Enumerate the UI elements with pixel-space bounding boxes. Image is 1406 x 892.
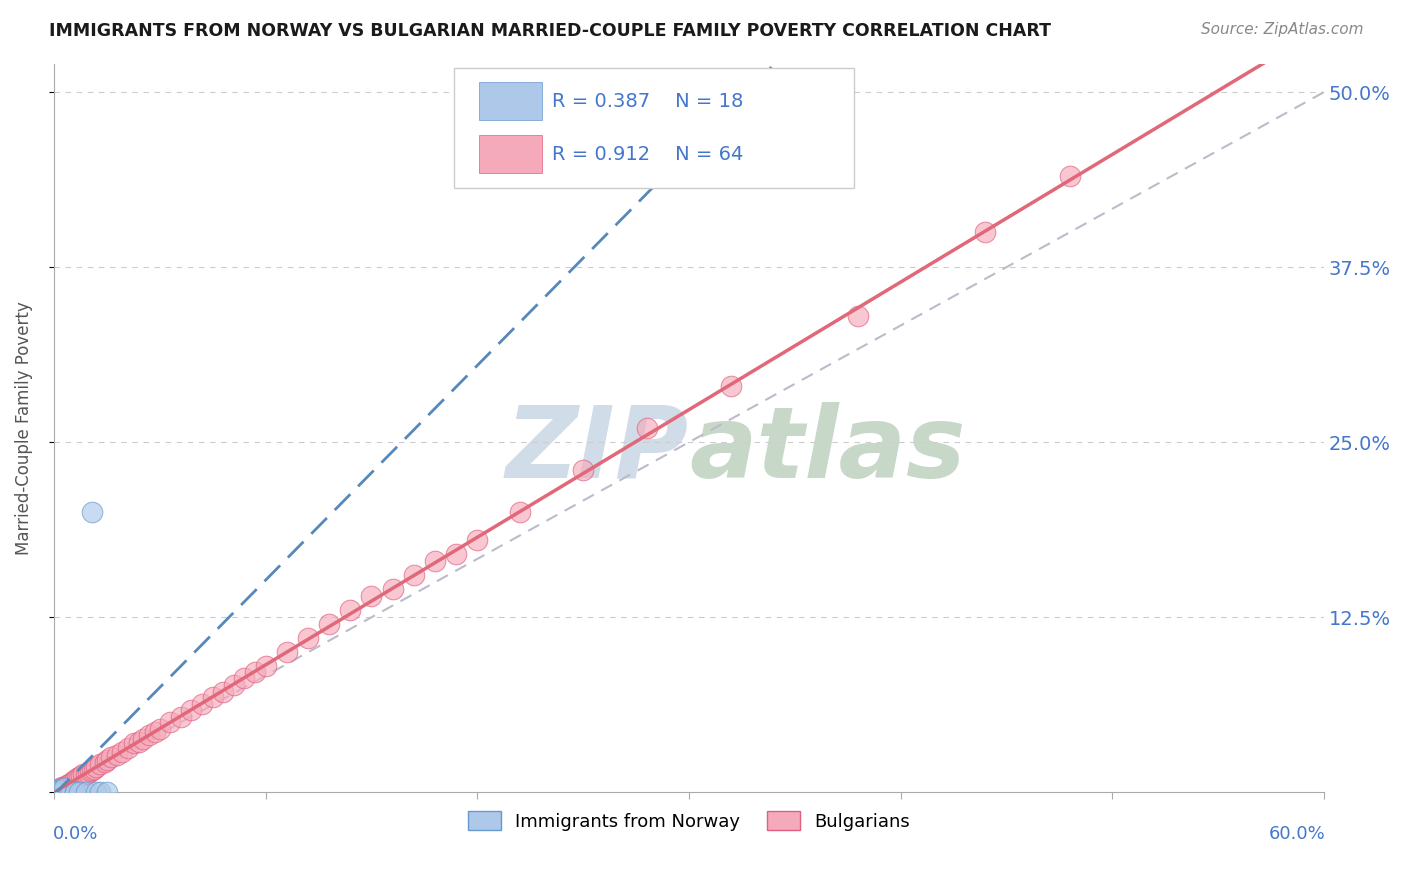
Point xyxy=(96,753,118,767)
Point xyxy=(974,225,997,239)
Point xyxy=(42,785,65,799)
Point xyxy=(212,684,235,698)
Point xyxy=(105,747,128,762)
FancyBboxPatch shape xyxy=(479,136,541,173)
Point xyxy=(201,690,224,705)
Point xyxy=(170,710,193,724)
Point xyxy=(444,547,467,561)
Point xyxy=(83,762,105,776)
Point xyxy=(42,785,65,799)
Point xyxy=(1059,169,1081,183)
Point xyxy=(110,745,132,759)
Point xyxy=(191,697,214,711)
Text: IMMIGRANTS FROM NORWAY VS BULGARIAN MARRIED-COUPLE FAMILY POVERTY CORRELATION CH: IMMIGRANTS FROM NORWAY VS BULGARIAN MARR… xyxy=(49,22,1052,40)
Point xyxy=(318,617,340,632)
Point xyxy=(66,772,89,786)
Point xyxy=(62,774,84,789)
Point xyxy=(72,767,94,781)
Point xyxy=(636,421,658,435)
Point xyxy=(720,379,742,393)
FancyBboxPatch shape xyxy=(479,82,541,120)
Point xyxy=(381,582,404,597)
Point xyxy=(49,781,72,796)
Point xyxy=(96,785,118,799)
Point xyxy=(180,703,202,717)
Point xyxy=(58,785,80,799)
Point xyxy=(846,309,869,323)
Text: atlas: atlas xyxy=(689,401,966,499)
Text: 0.0%: 0.0% xyxy=(52,825,98,843)
Text: ZIP: ZIP xyxy=(506,401,689,499)
Point xyxy=(46,785,69,799)
Point xyxy=(80,763,103,777)
Point xyxy=(63,772,86,787)
Point xyxy=(297,632,319,646)
Point xyxy=(67,770,90,784)
Point xyxy=(76,765,98,780)
Point xyxy=(159,715,181,730)
Point xyxy=(75,767,97,781)
Point xyxy=(80,505,103,519)
Point xyxy=(42,782,65,797)
Point xyxy=(117,740,139,755)
Point xyxy=(42,785,65,799)
Point xyxy=(53,780,76,794)
Text: R = 0.387    N = 18: R = 0.387 N = 18 xyxy=(551,92,744,111)
Point xyxy=(93,755,115,769)
Point xyxy=(42,785,65,799)
Point xyxy=(222,677,245,691)
Text: 60.0%: 60.0% xyxy=(1268,825,1326,843)
Point xyxy=(59,775,82,789)
Point xyxy=(63,785,86,799)
Point xyxy=(100,750,122,764)
Point xyxy=(149,723,172,737)
Point xyxy=(132,732,155,747)
Point xyxy=(42,785,65,799)
Point xyxy=(89,785,111,799)
Point xyxy=(59,782,82,797)
Point xyxy=(53,781,76,796)
Point xyxy=(89,757,111,772)
Point xyxy=(254,659,277,673)
Point xyxy=(42,785,65,799)
Point xyxy=(423,554,446,568)
Point xyxy=(402,568,425,582)
Point xyxy=(145,725,167,739)
Point xyxy=(138,728,160,742)
Point xyxy=(67,785,90,799)
Point xyxy=(55,779,77,793)
Point xyxy=(46,782,69,797)
Point xyxy=(42,785,65,799)
Y-axis label: Married-Couple Family Poverty: Married-Couple Family Poverty xyxy=(15,301,32,555)
Point xyxy=(49,782,72,797)
Point xyxy=(465,533,488,548)
Point xyxy=(276,645,298,659)
Point xyxy=(63,785,86,799)
Point xyxy=(51,780,73,794)
Point xyxy=(128,735,150,749)
Point xyxy=(75,785,97,799)
Point xyxy=(58,777,80,791)
Point xyxy=(84,785,107,799)
Point xyxy=(42,785,65,799)
FancyBboxPatch shape xyxy=(454,68,853,188)
Point xyxy=(339,603,361,617)
Point xyxy=(70,769,93,783)
Text: Source: ZipAtlas.com: Source: ZipAtlas.com xyxy=(1201,22,1364,37)
Point xyxy=(360,590,382,604)
Point xyxy=(42,785,65,799)
Point xyxy=(84,760,107,774)
Point xyxy=(233,671,256,685)
Point xyxy=(572,463,595,477)
Point xyxy=(243,665,266,679)
Point xyxy=(79,764,101,779)
Text: R = 0.912    N = 64: R = 0.912 N = 64 xyxy=(551,145,744,164)
Legend: Immigrants from Norway, Bulgarians: Immigrants from Norway, Bulgarians xyxy=(461,805,917,838)
Point xyxy=(124,736,146,750)
Point xyxy=(509,505,531,519)
